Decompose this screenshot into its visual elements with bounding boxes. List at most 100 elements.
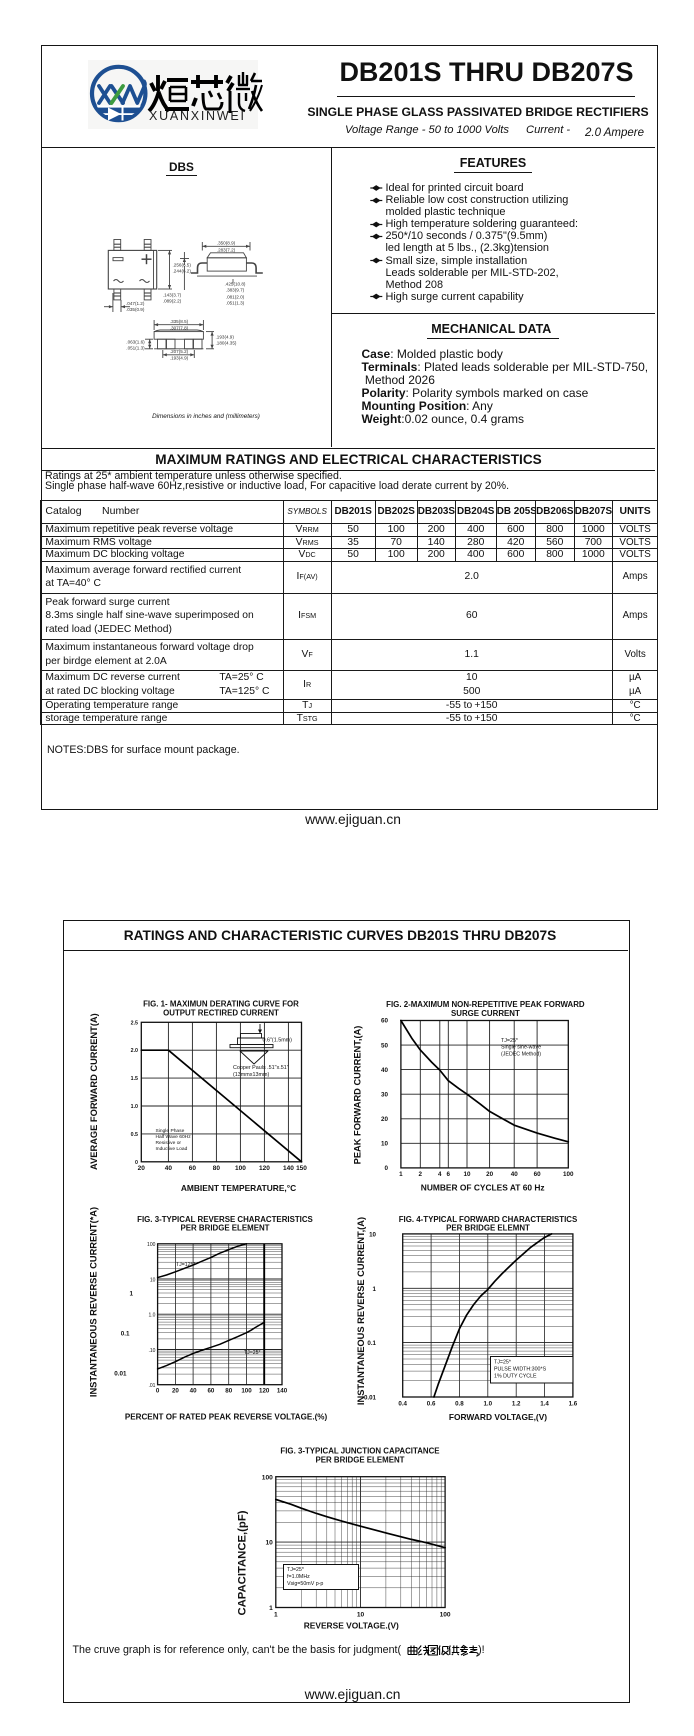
svg-text:FIG. 3-TYPICAL JUNCTION CAPACI: FIG. 3-TYPICAL JUNCTION CAPACITANCE (280, 1447, 439, 1456)
svg-text:20: 20 (172, 1388, 179, 1395)
svg-text:0.6: 0.6 (427, 1400, 436, 1407)
svg-text:.180(4.35): .180(4.35) (216, 341, 237, 346)
svg-text:40: 40 (381, 1067, 389, 1074)
svg-text:2.5: 2.5 (131, 1020, 138, 1026)
svg-text:0.1: 0.1 (367, 1340, 376, 1347)
svg-text:AVERAGE FORWARD CURRENT(A): AVERAGE FORWARD CURRENT(A) (89, 1013, 99, 1170)
svg-text:Single Phase: Single Phase (156, 1128, 185, 1134)
svg-text:1.0: 1.0 (148, 1313, 155, 1319)
svg-text:100: 100 (440, 1612, 451, 1619)
svg-text:10: 10 (463, 1171, 471, 1178)
svg-text:40: 40 (511, 1171, 519, 1178)
svg-text:0.5: 0.5 (131, 1132, 138, 1138)
svg-text:.063(1.6): .063(1.6) (126, 339, 145, 344)
svg-text:140: 140 (283, 1165, 294, 1172)
svg-text:1.0: 1.0 (483, 1400, 492, 1407)
svg-text:80: 80 (213, 1165, 221, 1172)
svg-text:30: 30 (381, 1091, 389, 1098)
svg-text:INSTANTANEOUS REVERSE CURRENT(: INSTANTANEOUS REVERSE CURRENT(*A) (89, 1207, 99, 1397)
svg-text:60: 60 (207, 1388, 214, 1395)
svg-text:PULSE WIDTH:300*S: PULSE WIDTH:300*S (494, 1367, 547, 1373)
svg-text:.081(2.0): .081(2.0) (226, 295, 245, 300)
svg-text:AMBIENT TEMPERATURE,°C: AMBIENT TEMPERATURE,°C (181, 1183, 296, 1193)
svg-text:(13mmx13mm): (13mmx13mm) (233, 1072, 269, 1078)
svg-text:Resistive or: Resistive or (156, 1140, 182, 1146)
svg-text:TJ=125*: TJ=125* (176, 1262, 195, 1268)
svg-text:0: 0 (384, 1165, 388, 1172)
svg-text:140: 140 (277, 1388, 288, 1395)
svg-text:120: 120 (259, 1388, 270, 1395)
svg-text:.193(4.9): .193(4.9) (170, 356, 189, 361)
svg-text:1.6: 1.6 (569, 1400, 578, 1407)
svg-text:80: 80 (225, 1388, 232, 1395)
svg-text:10: 10 (150, 1277, 156, 1283)
svg-text:.335(8.5): .335(8.5) (170, 319, 189, 324)
svg-text:FORWARD VOLTAGE,(V): FORWARD VOLTAGE,(V) (449, 1412, 547, 1422)
svg-text:100: 100 (235, 1165, 246, 1172)
svg-text:TJ=25*: TJ=25* (287, 1567, 304, 1573)
svg-text:FIG. 1- MAXIMUN DERATING CURVE: FIG. 1- MAXIMUN DERATING CURVE FOR (143, 999, 299, 1008)
svg-text:0.01: 0.01 (114, 1371, 127, 1378)
svg-text:1: 1 (129, 1291, 133, 1298)
svg-text:.035(0.9): .035(0.9) (126, 307, 145, 312)
svg-text:.283(7.2): .283(7.2) (217, 248, 236, 253)
svg-text:.143(3.7): .143(3.7) (163, 293, 182, 298)
svg-text:OUTPUT RECTIRED CURRENT: OUTPUT RECTIRED CURRENT (163, 1009, 279, 1018)
svg-text:40: 40 (190, 1388, 197, 1395)
svg-text:10: 10 (381, 1141, 389, 1148)
svg-text:10: 10 (265, 1540, 273, 1547)
svg-text:.256(6.5): .256(6.5) (173, 263, 192, 268)
svg-text:FIG. 3-TYPICAL REVERSE CHARACT: FIG. 3-TYPICAL REVERSE CHARACTERISTICS (137, 1215, 313, 1224)
svg-text:100: 100 (147, 1242, 156, 1248)
svg-text:TJ=25*: TJ=25* (244, 1350, 261, 1356)
svg-text:CAPACITANCE,(pF): CAPACITANCE,(pF) (236, 1510, 248, 1615)
svg-text:1: 1 (373, 1286, 377, 1293)
svg-text:NUMBER OF CYCLES AT 60 Hz: NUMBER OF CYCLES AT 60 Hz (421, 1183, 545, 1193)
svg-text:1: 1 (274, 1612, 278, 1619)
svg-text:1.4: 1.4 (540, 1400, 549, 1407)
svg-text:REVERSE VOLTAGE.(V): REVERSE VOLTAGE.(V) (304, 1621, 399, 1631)
svg-text:4: 4 (438, 1171, 442, 1178)
svg-text:.051(1.3): .051(1.3) (226, 301, 245, 306)
svg-text:10: 10 (357, 1612, 365, 1619)
svg-text:.047(1.2): .047(1.2) (126, 301, 145, 306)
svg-text:.01: .01 (148, 1383, 155, 1389)
svg-text:100: 100 (241, 1388, 252, 1395)
svg-text:0: 0 (135, 1160, 138, 1166)
svg-text:PER BRIDGE ELEMNT: PER BRIDGE ELEMNT (446, 1223, 530, 1232)
svg-text:1% DUTY CYCLE: 1% DUTY CYCLE (494, 1374, 537, 1380)
svg-text:.051(1.3): .051(1.3) (126, 345, 145, 350)
svg-text:(JEDEC Method): (JEDEC Method) (501, 1051, 541, 1057)
svg-text:100: 100 (563, 1171, 574, 1178)
svg-text:120: 120 (259, 1165, 270, 1172)
svg-text:1.5: 1.5 (131, 1076, 138, 1082)
svg-text:.089(2.2): .089(2.2) (163, 299, 182, 304)
svg-text:2.0: 2.0 (131, 1048, 138, 1054)
svg-text:PEAK FORWARD CURRENT,(A): PEAK FORWARD CURRENT,(A) (353, 1026, 363, 1165)
svg-text:10: 10 (369, 1231, 376, 1238)
svg-text:0.01: 0.01 (364, 1395, 377, 1402)
svg-text:0.4: 0.4 (398, 1400, 407, 1407)
svg-text:0.6"(1.5mm): 0.6"(1.5mm) (263, 1038, 293, 1044)
svg-text:0.8: 0.8 (455, 1400, 464, 1407)
svg-text:PERCENT OF RATED PEAK REVERSE: PERCENT OF RATED PEAK REVERSE VOLTAGE.(%… (125, 1413, 328, 1422)
svg-text:100: 100 (262, 1474, 273, 1481)
svg-text:6: 6 (447, 1171, 451, 1178)
svg-text:XUANXINWEI: XUANXINWEI (149, 109, 246, 123)
svg-text:SURGE CURRENT: SURGE CURRENT (451, 1009, 520, 1018)
svg-text:150: 150 (296, 1165, 307, 1172)
svg-text:60: 60 (534, 1171, 542, 1178)
svg-text:.244(6.2): .244(6.2) (173, 269, 192, 274)
svg-text:Copper Pauls .51"x.51": Copper Pauls .51"x.51" (233, 1065, 289, 1071)
svg-text:.10: .10 (148, 1348, 155, 1354)
svg-text:.383(9.7): .383(9.7) (226, 288, 245, 293)
svg-text:60: 60 (381, 1018, 389, 1025)
svg-text:40: 40 (165, 1165, 173, 1172)
svg-text:.350(8.9): .350(8.9) (217, 241, 236, 246)
svg-text:20: 20 (381, 1116, 389, 1123)
svg-text:PER BRIDGE ELEMENT: PER BRIDGE ELEMENT (181, 1223, 270, 1232)
svg-text:TJ=25*: TJ=25* (501, 1038, 518, 1044)
svg-text:TJ=25*: TJ=25* (494, 1360, 511, 1366)
svg-text:Single sine-wave: Single sine-wave (501, 1045, 541, 1051)
svg-text:INSTANTANEOUS REVERSE CURRENT,: INSTANTANEOUS REVERSE CURRENT,(A) (356, 1217, 366, 1405)
